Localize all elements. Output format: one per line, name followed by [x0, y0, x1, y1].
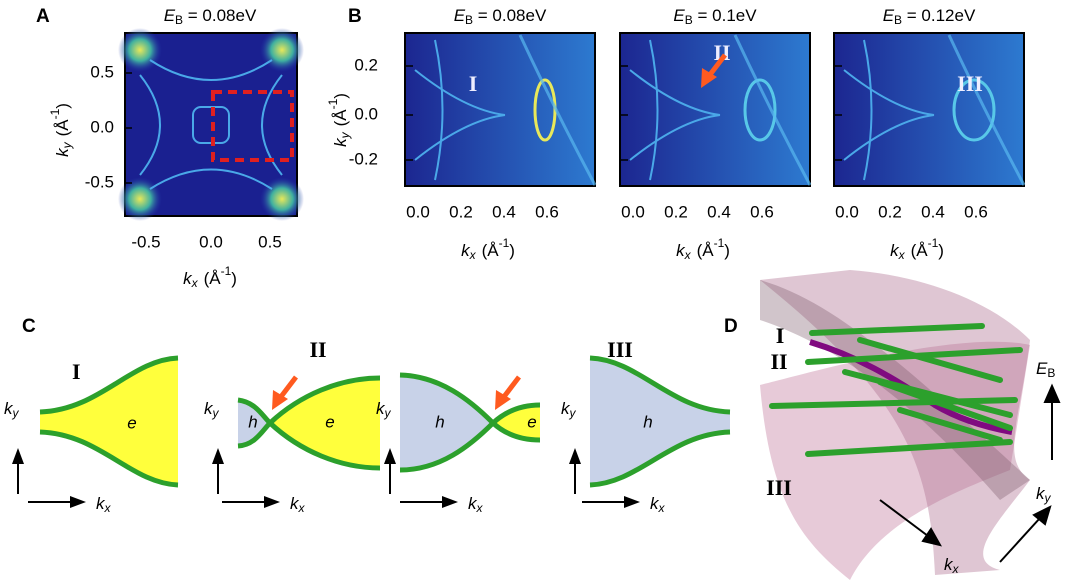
map-image [619, 32, 812, 187]
band-diagrams [39, 355, 731, 488]
axis-label: ky [204, 399, 220, 420]
axis-arrow [384, 448, 396, 464]
x-tick-label: 0.5 [258, 232, 282, 251]
y-tick-label: 0.0 [90, 117, 114, 136]
y-tick-label: 0.0 [354, 104, 378, 123]
axis-label: ky [4, 399, 20, 420]
x-tick-label: 0.0 [406, 202, 430, 221]
y-tick-label: 0.2 [354, 55, 378, 74]
axis-label: kx [96, 494, 112, 515]
arrows [272, 53, 727, 410]
marker: I [72, 359, 81, 384]
marker: II [713, 40, 730, 65]
map-title: EB = 0.12eV [883, 6, 976, 27]
marker: III [607, 337, 633, 362]
marker: I [776, 323, 785, 348]
map-title: EB = 0.08eV [164, 6, 257, 27]
marker: I [469, 71, 478, 96]
axis-arrow [442, 496, 458, 508]
y-tick-label: 0.5 [90, 62, 114, 81]
x-tick-label: 0.6 [535, 202, 559, 221]
panel-label: A [36, 6, 50, 27]
panel-label: B [348, 6, 362, 27]
x-tick-label: 0.6 [964, 202, 988, 221]
panel-label: D [724, 316, 738, 337]
y-tick-label: -0.5 [85, 172, 114, 191]
map-image [118, 28, 304, 221]
map-title: EB = 0.1eV [673, 6, 757, 27]
x-tick-label: 0.4 [492, 202, 516, 221]
x-axis-label: kx (Å-1) [676, 236, 730, 262]
tick-marks [125, 72, 132, 184]
region-label: h [248, 412, 257, 431]
axis-arrow [212, 448, 224, 464]
axis-label: kx [468, 494, 484, 515]
axis-arrow [624, 496, 640, 508]
axis-arrow [12, 448, 24, 464]
map-image [833, 32, 1026, 187]
axis-arrow [70, 496, 86, 508]
axis-label: kx [290, 494, 306, 515]
region-label: e [527, 412, 536, 431]
marker: III [766, 475, 792, 500]
axis-arrow [264, 496, 280, 508]
x-tick-label: 0.2 [664, 202, 688, 221]
x-tick-label: -0.5 [131, 232, 160, 251]
axis-label: EB [1036, 359, 1055, 380]
x-tick-label: 0.0 [835, 202, 859, 221]
panel-label: C [22, 316, 36, 337]
region-label: h [643, 412, 652, 431]
x-axis-label: kx (Å-1) [461, 236, 515, 262]
y-axis-label: ky(Å-1) [326, 93, 352, 147]
x-tick-label: 0.6 [750, 202, 774, 221]
x-axis-label: kx (Å-1) [890, 236, 944, 262]
axis-label: ky [561, 399, 577, 420]
marker: II [770, 349, 787, 374]
axis-label: kx [944, 555, 960, 576]
map-title: EB = 0.08eV [454, 6, 547, 27]
axis-label: kx [650, 494, 666, 515]
x-axis-label: kx (Å-1) [183, 264, 237, 290]
region-label: e [325, 412, 334, 431]
region-label: e [127, 413, 136, 432]
y-axis-label: ky(Å-1) [48, 103, 74, 157]
x-tick-label: 0.2 [878, 202, 902, 221]
axis-arrows [879, 383, 1061, 563]
axis-label: ky [376, 399, 392, 420]
map-image [404, 32, 597, 187]
marker: III [957, 71, 983, 96]
axis-arrow [569, 448, 581, 464]
3d-sketch [760, 270, 1030, 580]
x-tick-label: 0.0 [199, 232, 223, 251]
x-tick-label: 0.4 [921, 202, 945, 221]
x-tick-label: 0.4 [707, 202, 731, 221]
marker: II [309, 337, 326, 362]
x-tick-label: 0.2 [449, 202, 473, 221]
region-label: h [435, 412, 444, 431]
axis-label: ky [1036, 484, 1052, 505]
x-tick-label: 0.0 [621, 202, 645, 221]
y-tick-label: -0.2 [349, 149, 378, 168]
